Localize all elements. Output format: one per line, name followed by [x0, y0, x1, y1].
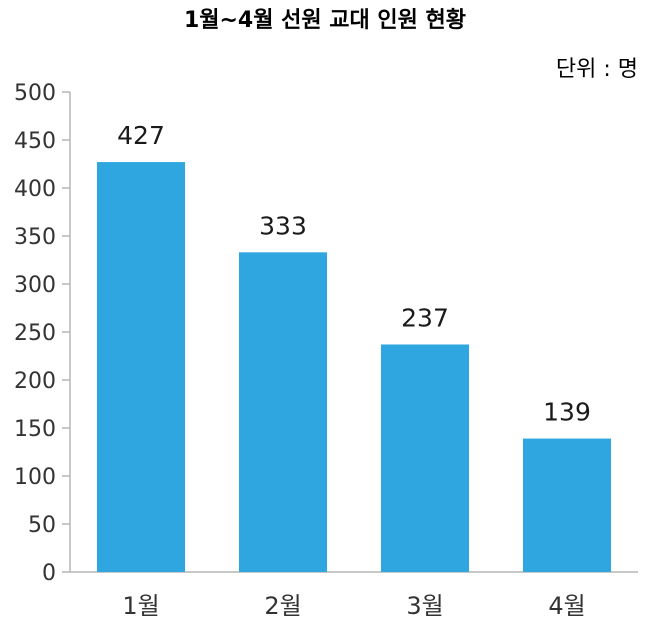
chart-title: 1월~4월 선원 교대 인원 현황	[184, 8, 466, 33]
data-label: 139	[543, 398, 591, 427]
bars	[96, 162, 612, 572]
y-tick-label: 50	[28, 513, 56, 538]
y-tick-label: 350	[14, 225, 56, 250]
y-tick-label: 0	[42, 561, 56, 586]
y-tick-label: 250	[14, 321, 56, 346]
y-tick-label: 300	[14, 273, 56, 298]
y-tick-label: 450	[14, 129, 56, 154]
bar-3	[380, 344, 470, 572]
data-label: 237	[401, 303, 449, 332]
bar-2	[238, 252, 328, 572]
bar-4	[522, 438, 612, 572]
y-axis-ticks: 0 50 100 150 200 250 300 350 400 450 500	[14, 81, 70, 586]
x-tick-label: 3월	[406, 592, 443, 620]
x-tick-label: 2월	[264, 592, 301, 620]
data-labels: 427 333 237 139	[117, 121, 591, 426]
bar-1	[96, 162, 186, 572]
x-tick-label: 4월	[548, 592, 585, 620]
x-axis-labels: 1월 2월 3월 4월	[122, 592, 585, 620]
y-tick-label: 500	[14, 81, 56, 106]
data-label: 427	[117, 121, 165, 150]
data-label: 333	[259, 211, 307, 240]
y-tick-label: 400	[14, 177, 56, 202]
y-tick-label: 100	[14, 465, 56, 490]
y-tick-label: 200	[14, 369, 56, 394]
y-tick-label: 150	[14, 417, 56, 442]
x-tick-label: 1월	[122, 592, 159, 620]
unit-label: 단위 : 명	[556, 57, 638, 82]
